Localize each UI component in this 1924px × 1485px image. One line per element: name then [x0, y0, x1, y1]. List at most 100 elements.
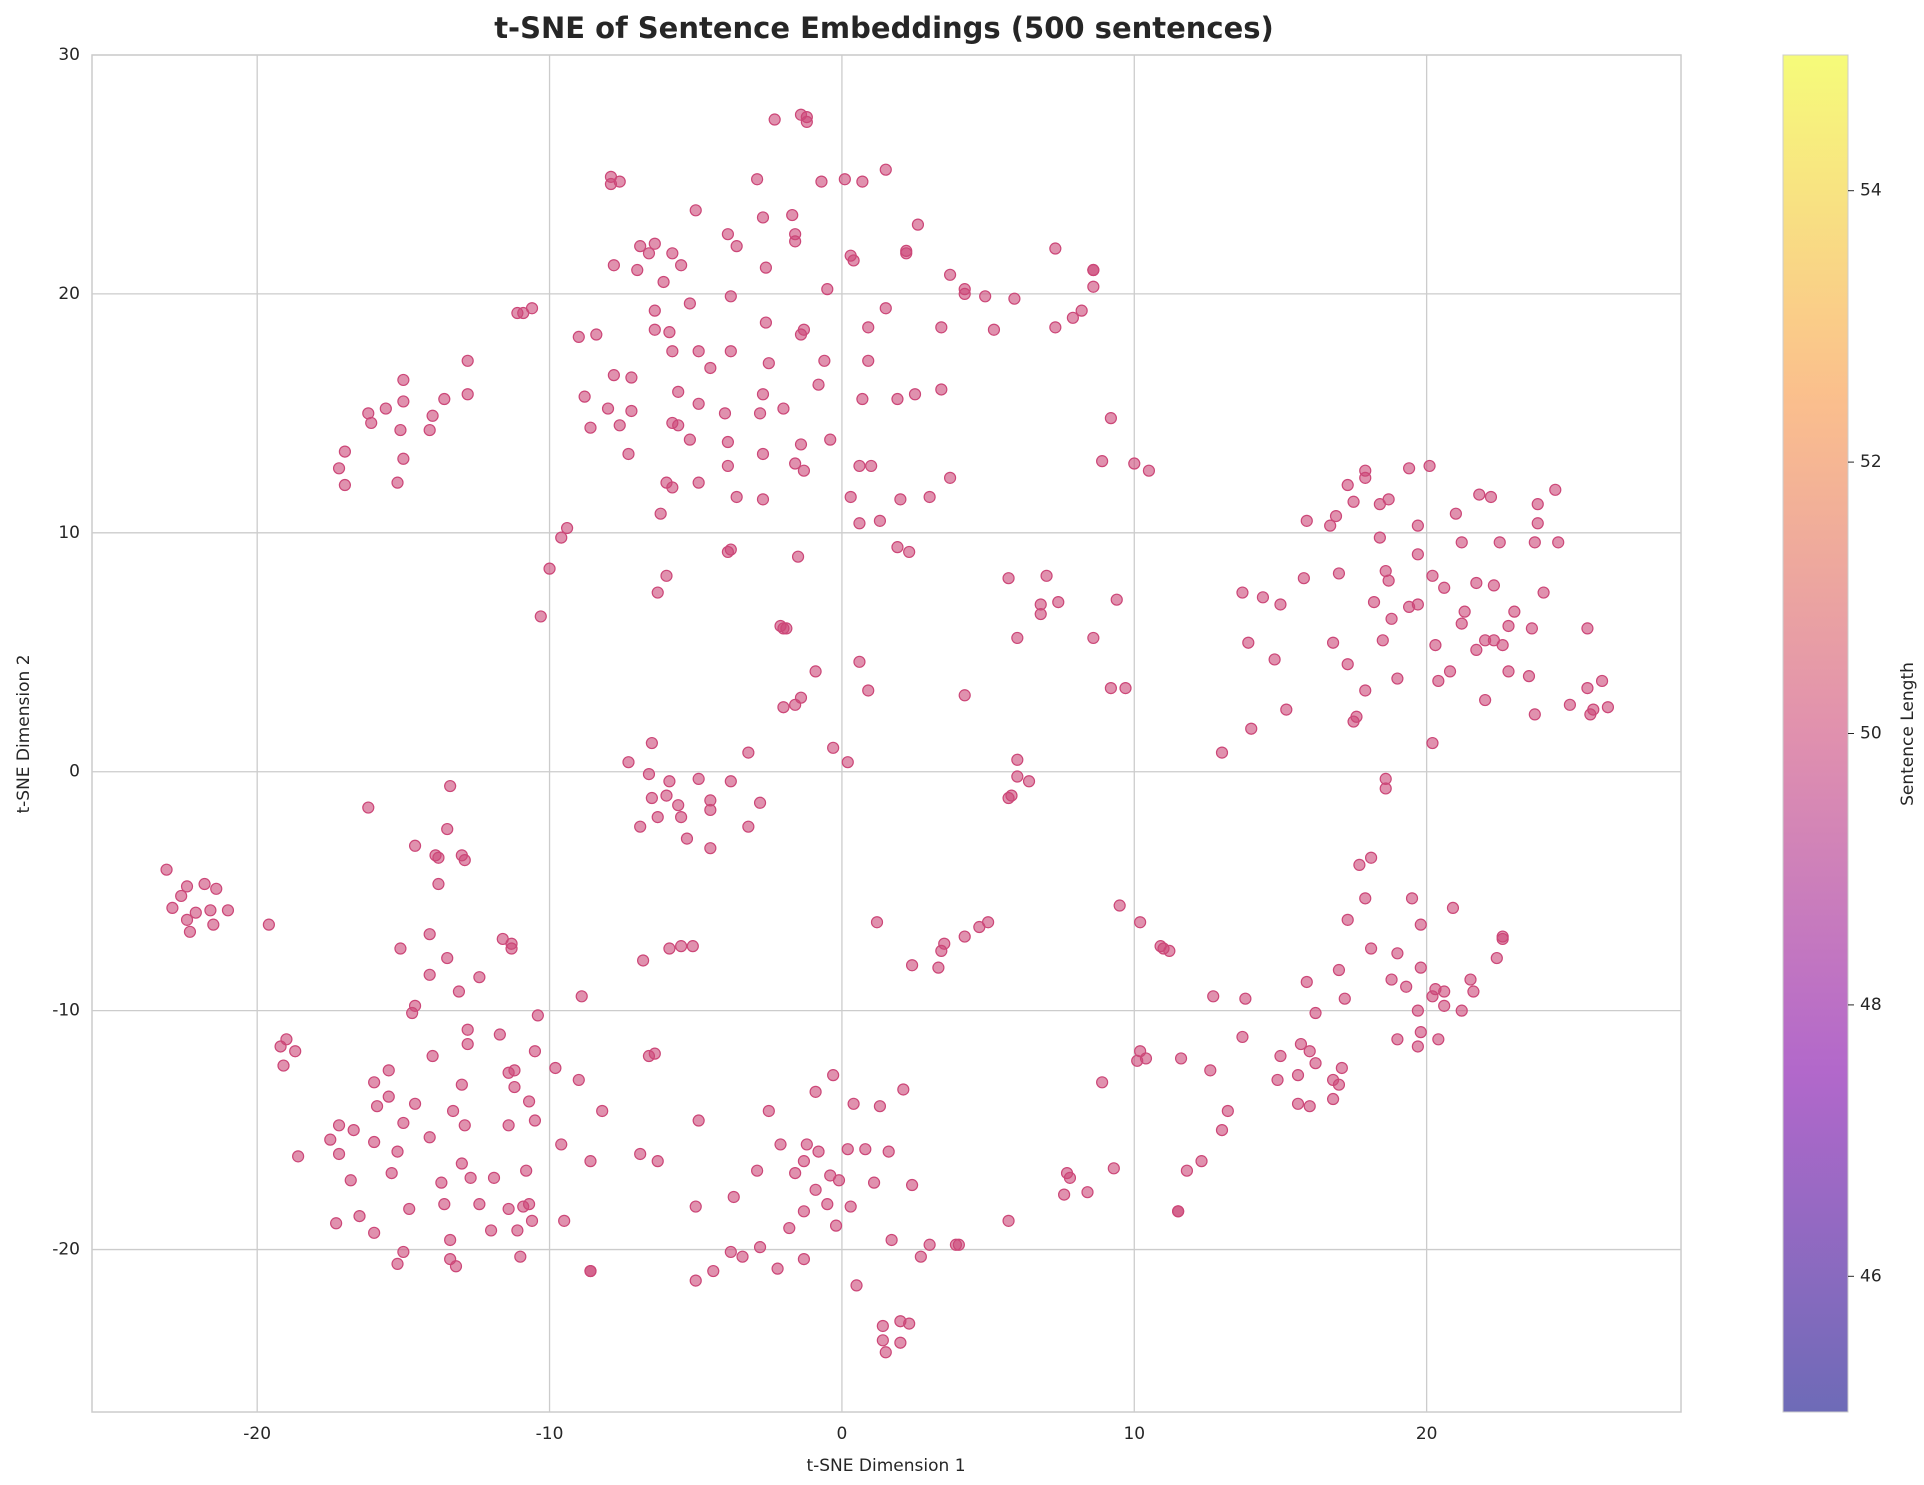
point: [555, 531, 568, 544]
point: [642, 768, 656, 781]
point: [1446, 901, 1460, 915]
point: [774, 1138, 787, 1151]
plot-frame: [91, 54, 1682, 1413]
point: [1496, 932, 1509, 946]
point: [651, 1155, 664, 1168]
point: [1405, 892, 1419, 905]
point: [461, 388, 474, 401]
point: [438, 1198, 451, 1211]
point: [1443, 665, 1457, 678]
point: [923, 490, 936, 504]
point: [832, 1174, 846, 1187]
point: [1411, 548, 1424, 561]
point: [827, 1069, 840, 1082]
point: [873, 1100, 887, 1113]
point: [1552, 536, 1565, 549]
point: [675, 811, 688, 824]
point: [180, 880, 194, 893]
point: [756, 388, 770, 401]
point: [1075, 304, 1088, 317]
point: [783, 1221, 796, 1235]
point: [505, 942, 518, 955]
point: [1528, 536, 1541, 549]
point: [797, 464, 811, 477]
point: [1058, 1188, 1071, 1201]
point: [1455, 536, 1468, 549]
point: [502, 1202, 515, 1216]
point: [865, 459, 878, 473]
point: [1391, 947, 1404, 960]
point: [423, 423, 436, 437]
point: [423, 1131, 436, 1144]
point: [441, 951, 454, 965]
point: [666, 345, 679, 358]
points: [160, 108, 1615, 1359]
point: [584, 421, 597, 434]
point: [648, 237, 661, 250]
point: [1385, 612, 1398, 625]
point: [818, 354, 831, 367]
point: [1294, 1037, 1308, 1051]
point: [1367, 596, 1381, 609]
point: [1119, 682, 1132, 695]
point: [1525, 622, 1538, 635]
point: [742, 746, 755, 759]
point: [338, 445, 351, 458]
point: [692, 772, 705, 785]
point: [365, 416, 378, 430]
point: [660, 789, 673, 802]
point: [324, 1133, 337, 1146]
point: [979, 290, 992, 303]
point: [289, 1045, 302, 1058]
chart-title: t-SNE of Sentence Embeddings (500 senten…: [494, 11, 1274, 45]
point: [1274, 1049, 1287, 1063]
point: [663, 326, 676, 339]
point: [210, 882, 223, 895]
point: [1502, 665, 1515, 678]
point: [759, 316, 772, 329]
point: [1347, 495, 1360, 508]
y-tick-label: 10: [58, 523, 80, 543]
point: [1359, 684, 1372, 697]
point: [847, 254, 860, 267]
point: [651, 811, 664, 824]
point: [338, 478, 351, 492]
point: [824, 433, 837, 446]
point: [724, 543, 737, 556]
point: [1528, 708, 1541, 721]
point: [1364, 851, 1378, 864]
point: [449, 1260, 463, 1273]
point: [1467, 985, 1480, 998]
point: [1350, 710, 1363, 723]
point: [1581, 682, 1594, 695]
colorbar-tick-label: 54: [1860, 181, 1882, 201]
point: [391, 1257, 404, 1270]
point: [943, 268, 957, 281]
point: [330, 1217, 343, 1230]
point: [1429, 639, 1442, 652]
point: [1391, 1033, 1404, 1046]
point: [1426, 736, 1439, 750]
point: [1531, 498, 1544, 511]
point: [332, 462, 346, 475]
point: [1411, 519, 1424, 532]
point: [879, 302, 892, 315]
point: [885, 1233, 898, 1247]
point: [666, 481, 679, 494]
point: [397, 452, 410, 465]
point: [560, 521, 574, 535]
point: [753, 407, 767, 420]
point: [1180, 1164, 1194, 1177]
point: [1458, 605, 1471, 618]
point: [572, 330, 585, 344]
point: [426, 1049, 439, 1063]
point: [1236, 586, 1249, 599]
point: [280, 1033, 293, 1046]
point: [455, 1078, 468, 1091]
point: [1002, 1214, 1015, 1227]
point: [730, 240, 743, 253]
point: [891, 541, 904, 554]
point: [1309, 1057, 1322, 1070]
point: [584, 1264, 597, 1278]
point: [903, 545, 916, 559]
